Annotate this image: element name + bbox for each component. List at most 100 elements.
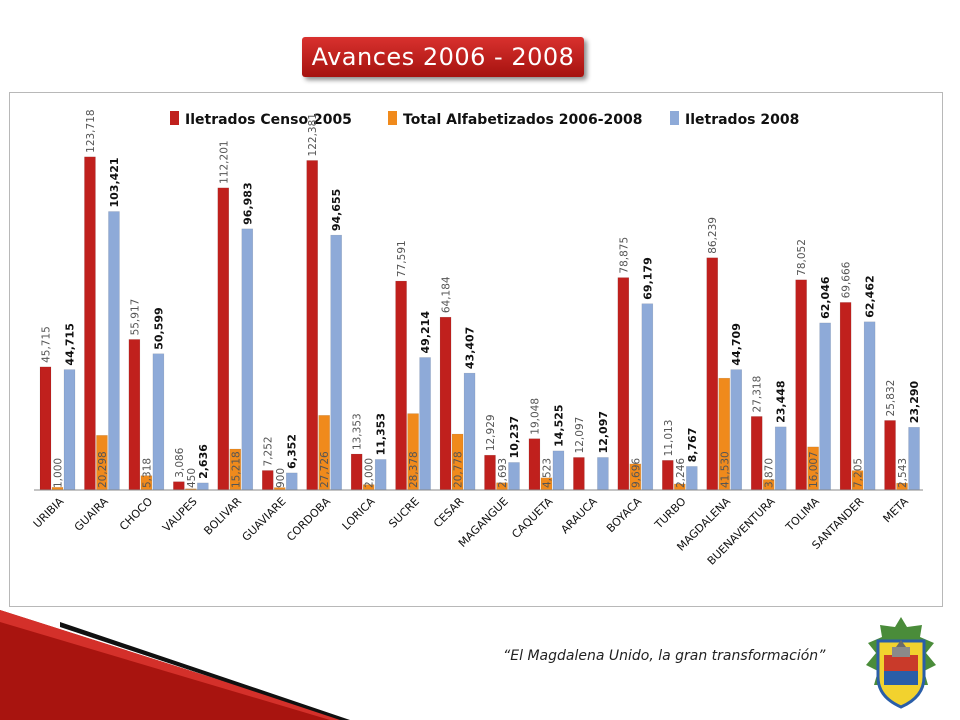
bar-magdalena-series-3 (730, 369, 742, 491)
bar-santander-series-1 (839, 302, 852, 491)
bar-choco-series-3 (152, 353, 165, 491)
value-label-meta-series-3: 23,290 (908, 380, 921, 423)
value-label-meta-series-1: 25,832 (885, 380, 897, 417)
value-label-buenaventura-series-1: 27,318 (752, 376, 764, 413)
bar-lorica-series-1 (350, 453, 363, 491)
category-label-bolivar: BOLIVAR (201, 495, 244, 538)
bar-vaupes-series-1 (173, 481, 185, 491)
value-label-guaviare-series-3: 6,352 (286, 434, 299, 469)
value-label-guaira-series-3: 103,421 (108, 157, 121, 207)
category-label-cesar: CESAR (431, 495, 467, 531)
chart-bars (39, 156, 920, 491)
bar-choco-series-1 (128, 339, 141, 491)
value-label-choco-series-1: 55,917 (129, 299, 141, 336)
legend-swatch-series-3 (670, 111, 679, 125)
bar-caqueta-series-3 (552, 450, 565, 491)
bar-turbo-series-1 (662, 460, 674, 491)
category-label-vaupes: VAUPES (160, 495, 200, 535)
value-label-guaviare-series-2: 900 (275, 468, 287, 488)
value-label-cordoba-series-2: 27,726 (319, 451, 331, 488)
bar-tolima-series-1 (795, 279, 807, 491)
bar-bolivar-series-1 (217, 187, 230, 491)
value-label-sucre-series-2: 28,378 (408, 451, 420, 488)
bar-uribia-series-3 (63, 369, 76, 491)
bar-cordoba-series-1 (306, 160, 318, 491)
category-label-guaviare: GUAVIARE (240, 495, 289, 544)
legend-swatch-series-1 (170, 111, 179, 125)
bar-cesar-series-3 (463, 372, 476, 491)
value-label-vaupes-series-2: 450 (186, 468, 198, 488)
value-label-turbo-series-1: 11,013 (663, 420, 675, 457)
legend-label-series-1: Iletrados Censo 2005 (185, 112, 352, 128)
value-label-arauca-series-1: 12,097 (574, 417, 586, 454)
value-label-magdalena-series-3: 44,709 (730, 323, 743, 365)
bar-cesar-series-1 (439, 316, 452, 491)
category-label-lorica: LORICA (340, 495, 378, 533)
value-label-turbo-series-3: 8,767 (686, 428, 699, 463)
bar-buenaventura-series-1 (750, 416, 763, 491)
magdalena-coat-of-arms-icon (866, 617, 936, 709)
value-label-cordoba-series-1: 122,381 (307, 113, 319, 156)
footer-slogan: “El Magdalena Unido, la gran transformac… (503, 648, 826, 664)
bar-guaira-series-3 (108, 211, 120, 491)
value-label-santander-series-2: 7,205 (853, 458, 865, 488)
bar-sucre-series-3 (419, 357, 431, 491)
bar-santander-series-3 (863, 321, 876, 491)
decorative-swoosh (0, 610, 350, 720)
bar-magangue-series-3 (508, 462, 520, 491)
bar-arauca-series-3 (597, 457, 609, 491)
bar-magangue-series-1 (484, 454, 496, 491)
value-label-cordoba-series-3: 94,655 (330, 189, 343, 231)
value-label-magangue-series-1: 12,929 (485, 414, 497, 451)
bar-magdalena-series-1 (706, 257, 718, 491)
chart-category-labels: URIBIA GUAIRA CHOCO VAUPES BOLIVARGUAVIARECO… (31, 495, 911, 568)
value-label-boyaca-series-3: 69,179 (641, 257, 654, 299)
value-label-uribia-series-2: 1,000 (53, 458, 65, 488)
bar-tolima-series-3 (819, 322, 831, 491)
bar-guaviare-series-1 (262, 470, 274, 491)
value-label-cesar-series-3: 43,407 (464, 327, 477, 369)
bar-arauca-series-1 (573, 457, 585, 491)
value-label-meta-series-2: 2,543 (897, 458, 909, 488)
value-label-bolivar-series-1: 112,201 (218, 140, 230, 183)
value-label-turbo-series-2: 2,246 (675, 458, 687, 488)
legend-label-series-2: Total Alfabetizados 2006-2008 (403, 112, 642, 128)
legend-label-series-3: Iletrados 2008 (685, 112, 799, 128)
value-label-bolivar-series-3: 96,983 (241, 182, 254, 224)
value-label-guaviare-series-1: 7,252 (263, 436, 275, 466)
bar-meta-series-3 (908, 427, 920, 491)
bar-boyaca-series-1 (617, 277, 630, 491)
category-label-boyaca: BOYACA (604, 495, 645, 536)
value-label-vaupes-series-1: 3,086 (174, 447, 186, 477)
value-label-lorica-series-2: 2,000 (364, 458, 376, 488)
category-label-uribia: URIBIA (31, 495, 67, 531)
value-label-sucre-series-3: 49,214 (419, 311, 432, 354)
category-label-arauca: ARAUCA (558, 495, 600, 537)
bar-sucre-series-1 (395, 280, 407, 491)
chart-frame: Iletrados Censo 2005 Total Alfabetizados … (9, 92, 943, 607)
value-label-arauca-series-3: 12,097 (597, 411, 610, 453)
value-label-buenaventura-series-3: 23,448 (775, 380, 788, 422)
value-label-santander-series-3: 62,462 (864, 275, 877, 317)
page-title: Avances 2006 - 2008 (302, 37, 584, 77)
category-label-cordoba: CORDOBA (284, 495, 333, 544)
category-label-meta: META (881, 495, 912, 526)
value-label-magdalena-series-1: 86,239 (707, 217, 719, 254)
bar-buenaventura-series-3 (774, 426, 787, 491)
chart-value-labels: 45,715 1,000 44,715 123,718 20,298 103,421 55,… (41, 109, 922, 488)
bar-guaviare-series-3 (286, 472, 298, 491)
bar-vaupes-series-3 (197, 482, 209, 491)
legend-swatch-series-2 (388, 111, 397, 125)
value-label-boyaca-series-2: 9,696 (630, 458, 642, 488)
value-label-lorica-series-1: 13,353 (352, 413, 364, 450)
category-label-turbo: TURBO (652, 495, 689, 532)
value-label-vaupes-series-3: 2,636 (197, 444, 210, 479)
value-label-caqueta-series-1: 19,048 (529, 398, 541, 435)
value-label-caqueta-series-2: 4,523 (541, 458, 553, 488)
bar-turbo-series-3 (686, 466, 698, 491)
value-label-magangue-series-3: 10,237 (508, 416, 521, 458)
value-label-cesar-series-2: 20,778 (453, 451, 465, 488)
value-label-guaira-series-2: 20,298 (97, 451, 109, 488)
bar-uribia-series-1 (39, 366, 52, 491)
value-label-cesar-series-1: 64,184 (441, 276, 453, 313)
